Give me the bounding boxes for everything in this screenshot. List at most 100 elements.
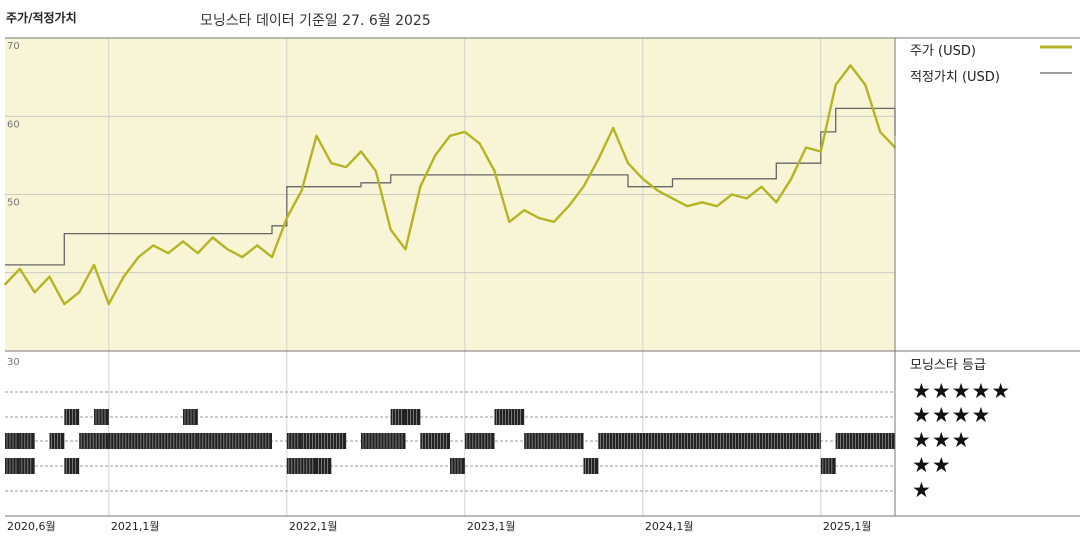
price-point bbox=[493, 170, 496, 172]
rating-segment-4-star bbox=[183, 409, 198, 425]
rating-segment-3-star bbox=[835, 433, 895, 449]
price-point bbox=[389, 228, 392, 231]
price-point bbox=[701, 201, 704, 204]
x-axis-ticks: 2020,6월 2021,1월 2022,1월 2023,1월 2024,1월 2025,… bbox=[7, 520, 871, 533]
rating-1-star: ★ bbox=[912, 478, 932, 502]
rating-segment-2-star bbox=[286, 458, 317, 474]
price-point bbox=[478, 142, 481, 145]
price-point bbox=[78, 291, 81, 294]
rating-segment-4-star bbox=[405, 409, 421, 425]
price-point bbox=[226, 248, 229, 251]
y-tick-label: 30 bbox=[7, 357, 20, 368]
price-point bbox=[33, 291, 36, 294]
price-point bbox=[360, 150, 362, 153]
x-tick-label: 2025,1월 bbox=[823, 520, 872, 533]
price-point bbox=[137, 256, 140, 258]
rating-bar bbox=[598, 433, 821, 449]
rating-bar bbox=[420, 433, 450, 449]
rating-segment-4-star bbox=[64, 409, 80, 425]
price-point bbox=[745, 197, 748, 200]
price-point bbox=[819, 150, 822, 153]
price-point bbox=[122, 275, 125, 278]
price-point bbox=[196, 252, 199, 255]
price-point bbox=[107, 303, 110, 305]
rating-segment-3-star bbox=[464, 433, 495, 449]
price-point bbox=[671, 197, 674, 200]
y-tick-label: 60 bbox=[7, 119, 20, 130]
rating-segment-3-star bbox=[79, 433, 109, 449]
rating-segment-2-star bbox=[64, 458, 80, 474]
price-point bbox=[182, 240, 184, 243]
price-point bbox=[523, 209, 526, 212]
rating-segment-3-star bbox=[420, 433, 450, 449]
price-point bbox=[582, 185, 585, 188]
price-point bbox=[597, 158, 600, 161]
price-point bbox=[4, 283, 6, 286]
rating-segment-4-star bbox=[390, 409, 406, 425]
rating-segment-3-star bbox=[108, 433, 198, 449]
price-point bbox=[419, 185, 422, 188]
price-point bbox=[641, 177, 644, 180]
rating-segment-2-star bbox=[450, 458, 465, 474]
price-point bbox=[93, 264, 95, 266]
rating-4-stars: ★★★★ bbox=[912, 403, 992, 427]
price-point bbox=[716, 205, 718, 208]
rating-3-stars: ★★★ bbox=[912, 428, 972, 452]
rating-segment-3-star bbox=[361, 433, 406, 449]
rating-segment-3-star bbox=[524, 433, 584, 449]
price-point bbox=[760, 185, 763, 188]
x-tick-label: 2024,1월 bbox=[645, 520, 694, 533]
price-point bbox=[686, 205, 689, 208]
rating-5-stars: ★★★★★ bbox=[912, 379, 1012, 403]
rating-bar bbox=[286, 458, 317, 474]
price-point bbox=[271, 256, 273, 258]
price-point bbox=[18, 267, 21, 270]
rating-segment-2-star bbox=[583, 458, 599, 474]
x-tick-label: 2023,1월 bbox=[467, 520, 516, 533]
price-point bbox=[567, 205, 570, 208]
rating-segment-3-star bbox=[598, 433, 821, 449]
price-point bbox=[463, 131, 466, 133]
rating-segment-3-star bbox=[49, 433, 65, 449]
rating-segment-2-star bbox=[19, 458, 35, 474]
price-point bbox=[285, 217, 288, 219]
price-point bbox=[300, 189, 303, 192]
price-point bbox=[404, 248, 407, 251]
price-point bbox=[612, 127, 615, 129]
legend-price-label: 주가 (USD) bbox=[910, 44, 976, 59]
rating-bar bbox=[835, 433, 895, 449]
price-point bbox=[241, 256, 244, 258]
rating-bar bbox=[197, 433, 272, 449]
price-point bbox=[656, 189, 659, 192]
price-point bbox=[374, 170, 377, 172]
price-point bbox=[330, 162, 333, 165]
rating-segment-3-star bbox=[197, 433, 272, 449]
price-point bbox=[552, 220, 555, 223]
price-point bbox=[48, 275, 51, 278]
price-point bbox=[63, 303, 66, 305]
rating-segment-3-star bbox=[286, 433, 302, 449]
price-point bbox=[775, 201, 778, 204]
x-tick-label: 2020,6월 bbox=[7, 520, 56, 533]
y-tick-label: 50 bbox=[7, 198, 20, 209]
price-point bbox=[790, 177, 793, 180]
rating-2-stars: ★★ bbox=[912, 453, 952, 477]
rating-segment-4-star bbox=[494, 409, 525, 425]
rating-bar bbox=[494, 409, 525, 425]
series-layer bbox=[4, 64, 896, 306]
price-point bbox=[152, 244, 155, 247]
rating-segment-2-star bbox=[316, 458, 332, 474]
price-point bbox=[849, 64, 852, 67]
price-point bbox=[345, 166, 348, 169]
price-point bbox=[864, 84, 867, 86]
rating-bar bbox=[464, 433, 495, 449]
price-point bbox=[538, 217, 540, 219]
rating-timeline bbox=[5, 409, 895, 474]
rating-segment-2-star bbox=[820, 458, 836, 474]
legend-fair-value-label: 적정가치 (USD) bbox=[910, 70, 1000, 85]
price-point bbox=[167, 252, 170, 255]
rating-bar bbox=[108, 433, 198, 449]
rating-segment-4-star bbox=[94, 409, 109, 425]
price-point bbox=[315, 134, 318, 137]
